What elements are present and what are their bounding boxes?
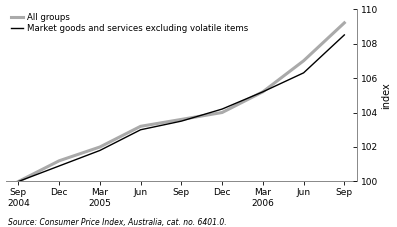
Market goods and services excluding volatile items: [57, 165, 62, 167]
Text: Source: Consumer Price Index, Australia, cat. no. 6401.0.: Source: Consumer Price Index, Australia,…: [8, 218, 227, 227]
Market goods and services excluding volatile items: [16, 180, 21, 183]
All groups: [179, 118, 184, 121]
All groups: [57, 159, 62, 162]
Market goods and services excluding volatile items: [179, 120, 184, 123]
Market goods and services excluding volatile items: [260, 90, 265, 93]
Legend: All groups, Market goods and services excluding volatile items: All groups, Market goods and services ex…: [10, 13, 248, 33]
Market goods and services excluding volatile items: [220, 108, 224, 110]
Y-axis label: index: index: [382, 82, 391, 109]
Market goods and services excluding volatile items: [342, 34, 347, 36]
All groups: [260, 90, 265, 93]
All groups: [342, 22, 347, 24]
All groups: [138, 125, 143, 128]
All groups: [301, 59, 306, 62]
All groups: [98, 146, 102, 148]
Market goods and services excluding volatile items: [301, 72, 306, 74]
Market goods and services excluding volatile items: [138, 128, 143, 131]
Line: All groups: All groups: [18, 23, 344, 181]
All groups: [16, 180, 21, 183]
All groups: [220, 111, 224, 114]
Market goods and services excluding volatile items: [98, 149, 102, 152]
Line: Market goods and services excluding volatile items: Market goods and services excluding vola…: [18, 35, 344, 181]
